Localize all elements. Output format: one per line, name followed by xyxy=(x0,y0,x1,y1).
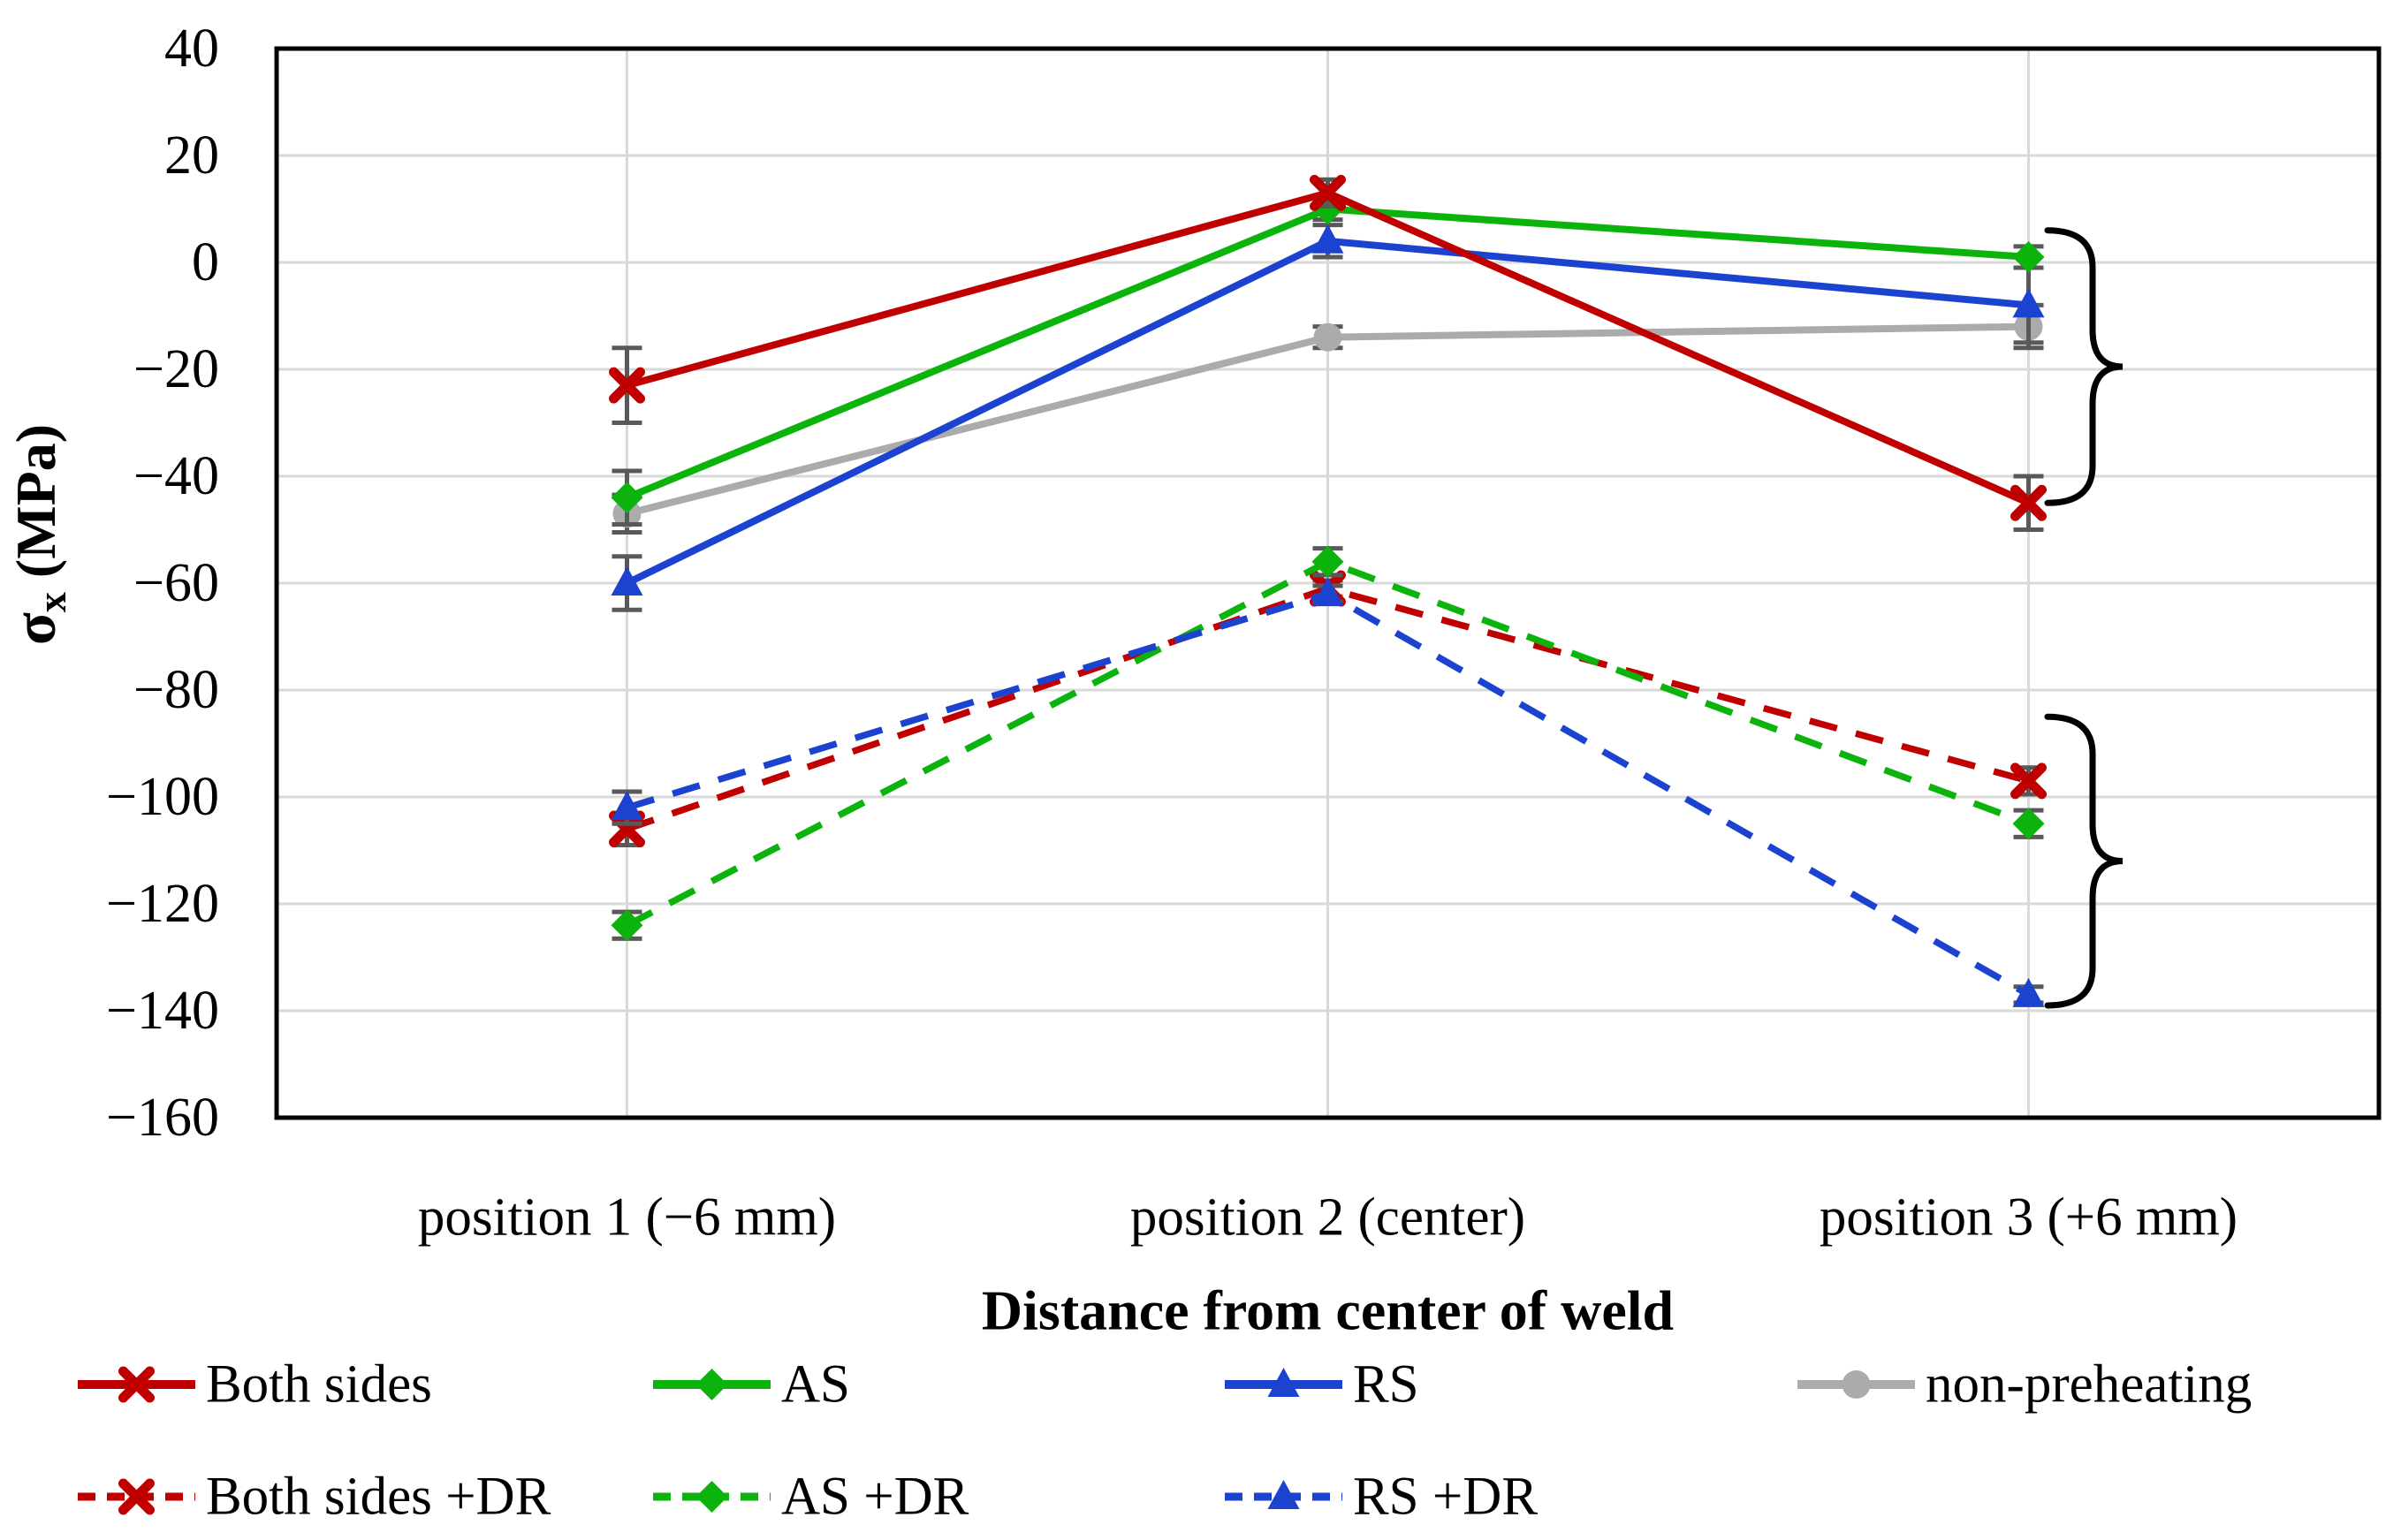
marker-diamond-icon xyxy=(611,909,643,942)
marker-triangle-icon xyxy=(1267,1480,1300,1509)
y-tick-label: 20 xyxy=(164,125,219,186)
y-axis-title: σx (MPa) xyxy=(1,424,74,645)
marker-x-icon xyxy=(609,810,645,847)
marker-x-icon xyxy=(118,1366,155,1403)
marker-diamond-icon xyxy=(611,482,643,514)
marker-circle-icon xyxy=(1842,1370,1871,1399)
marker-x-icon xyxy=(609,367,645,404)
x-category-label: position 2 (center) xyxy=(1130,1188,1525,1248)
legend-item-rs: RS xyxy=(1225,1355,1419,1415)
marker-diamond-icon xyxy=(1311,545,1344,578)
y-tick-label: −40 xyxy=(133,446,219,506)
marker-circle-icon xyxy=(1313,322,1342,352)
legend-label: non-preheating xyxy=(1926,1355,2252,1415)
marker-triangle-icon xyxy=(1311,224,1344,254)
x-axis-category-labels: position 1 (−6 mm) position 2 (center) pos… xyxy=(418,1188,2238,1248)
series-rs-dr xyxy=(611,577,2045,1007)
marker-x-icon xyxy=(2010,762,2047,800)
x-category-label: position 1 (−6 mm) xyxy=(418,1188,836,1248)
marker-diamond-icon xyxy=(695,1369,728,1400)
y-axis-title-symbol: σ xyxy=(1,612,68,645)
legend-label: AS +DR xyxy=(781,1468,969,1527)
marker-triangle-icon xyxy=(1311,577,1344,607)
curly-brace-icon xyxy=(2044,227,2124,506)
marker-x-icon xyxy=(1310,174,1346,211)
legend-item-as: AS xyxy=(653,1355,850,1415)
marker-diamond-icon xyxy=(2012,240,2045,273)
marker-x-icon xyxy=(2010,484,2047,521)
legend-item-as-dr: AS +DR xyxy=(653,1468,969,1527)
legend-label: Both sides +DR xyxy=(206,1468,551,1527)
group-braces xyxy=(2044,227,2124,1009)
y-tick-label: −20 xyxy=(133,339,219,399)
marker-triangle-icon xyxy=(1267,1368,1300,1397)
y-tick-label: −140 xyxy=(106,981,219,1041)
y-tick-label: −100 xyxy=(106,767,219,827)
series-as xyxy=(611,193,2045,527)
marker-diamond-icon xyxy=(695,1481,728,1513)
legend-label: RS +DR xyxy=(1353,1468,1538,1527)
y-tick-label: 0 xyxy=(192,232,219,292)
y-axis-title-subscript: x xyxy=(29,592,74,612)
legend-label: Both sides xyxy=(206,1355,432,1415)
legend-item-both-sides: Both sides xyxy=(78,1355,432,1415)
y-tick-label: −60 xyxy=(133,553,219,613)
legend-item-rs-dr: RS +DR xyxy=(1225,1468,1538,1527)
y-axis-title-unit: (MPa) xyxy=(4,424,67,592)
x-category-label: position 3 (+6 mm) xyxy=(1820,1188,2238,1248)
legend-item-non-preheating: non-preheating xyxy=(1797,1355,2252,1415)
legend: Both sides AS RS non-preheating Both sides +… xyxy=(78,1355,2252,1527)
legend-item-both-sides-dr: Both sides +DR xyxy=(78,1468,551,1527)
x-axis-title: Distance from center of weld xyxy=(982,1279,1674,1342)
curly-brace-icon xyxy=(2044,713,2124,1009)
series-both-sides xyxy=(609,174,2047,532)
y-tick-label: 40 xyxy=(164,19,219,79)
y-tick-label: −80 xyxy=(133,660,219,720)
legend-label: AS xyxy=(781,1355,850,1415)
marker-triangle-icon xyxy=(2012,977,2045,1007)
marker-triangle-icon xyxy=(611,791,643,821)
series-as-dr xyxy=(611,545,2045,942)
y-tick-label: −120 xyxy=(106,874,219,934)
plot-frame xyxy=(274,46,2382,1120)
marker-triangle-icon xyxy=(611,566,643,596)
marker-diamond-icon xyxy=(2012,808,2045,840)
y-tick-label: −160 xyxy=(106,1088,219,1148)
marker-triangle-icon xyxy=(2012,288,2045,318)
legend-label: RS xyxy=(1353,1355,1419,1415)
marker-x-icon xyxy=(118,1478,155,1515)
y-axis-tick-labels: 40 20 0 −20 −40 −60 −80 −100 −120 −140 −160 xyxy=(106,19,219,1148)
